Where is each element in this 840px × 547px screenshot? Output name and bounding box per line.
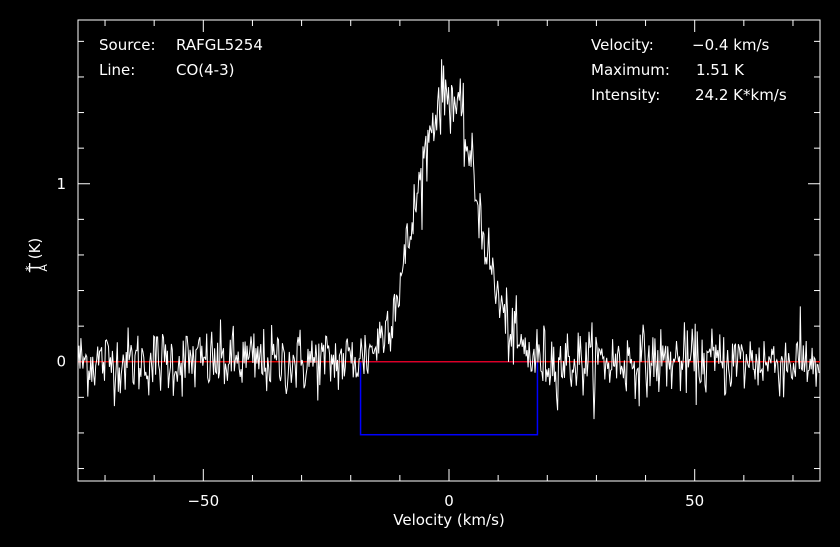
x-tick-label: 0 bbox=[444, 492, 454, 510]
y-axis-label-sub: A bbox=[37, 264, 50, 272]
intensity-value: 24.2 K*km/s bbox=[695, 86, 787, 104]
velocity-value: −0.4 km/s bbox=[692, 36, 770, 54]
x-tick-label: 50 bbox=[685, 492, 704, 510]
y-tick-label: 0 bbox=[56, 353, 66, 371]
velocity-label: Velocity: bbox=[591, 36, 654, 54]
y-axis-label-main: T bbox=[26, 262, 44, 273]
maximum-label: Maximum: bbox=[591, 61, 670, 79]
line-value: CO(4-3) bbox=[176, 61, 234, 79]
source-label: Source: bbox=[99, 36, 156, 54]
source-value: RAFGL5254 bbox=[176, 36, 263, 54]
spectrum-line bbox=[77, 59, 820, 420]
x-tick-label: −50 bbox=[187, 492, 219, 510]
y-axis-label-sup: * bbox=[23, 265, 36, 271]
line-label: Line: bbox=[99, 61, 135, 79]
integration-window bbox=[359, 360, 539, 436]
axis-ticks: −50 0 50 0 1 bbox=[56, 20, 820, 510]
y-axis-label: T*A (K) bbox=[23, 238, 50, 274]
svg-text:T*A (K): T*A (K) bbox=[23, 238, 50, 274]
y-tick-label: 1 bbox=[56, 175, 66, 193]
y-axis-label-unit: (K) bbox=[26, 238, 44, 264]
maximum-value: 1.51 K bbox=[696, 61, 745, 79]
x-axis-label: Velocity (km/s) bbox=[393, 511, 504, 529]
intensity-label: Intensity: bbox=[591, 86, 660, 104]
